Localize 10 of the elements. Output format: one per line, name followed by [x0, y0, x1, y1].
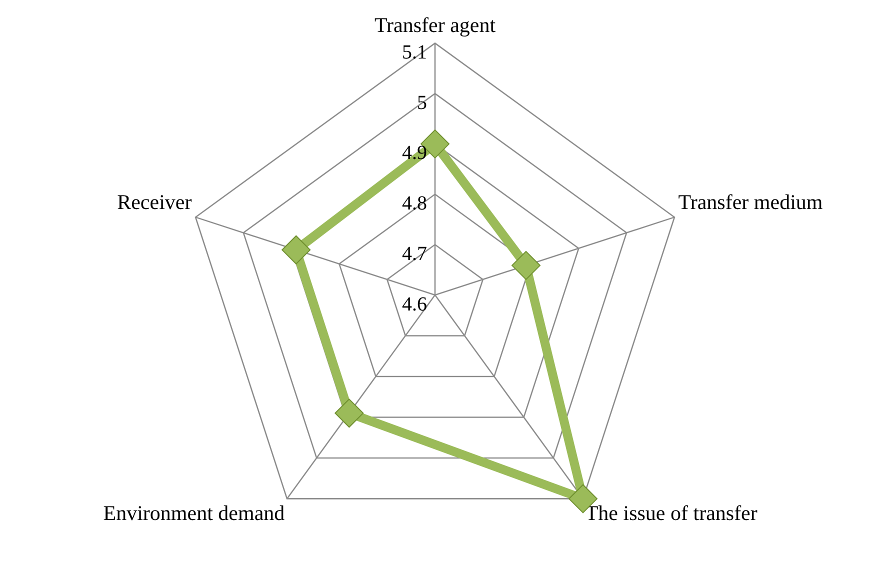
- spoke-label: Environment demand: [103, 501, 286, 526]
- spoke-label: The issue of transfer: [585, 501, 758, 526]
- y-tick-label: 4.8: [402, 192, 427, 215]
- y-tick-label: 5.1: [402, 41, 427, 64]
- spoke-label: Receiver: [117, 190, 192, 214]
- y-tick-label: 4.7: [402, 242, 427, 265]
- y-tick-label: 4.6: [402, 293, 427, 316]
- spoke-label: Transfer medium: [678, 190, 823, 214]
- y-tick-label: 5: [417, 92, 427, 114]
- spoke-label: Transfer agent: [374, 13, 496, 38]
